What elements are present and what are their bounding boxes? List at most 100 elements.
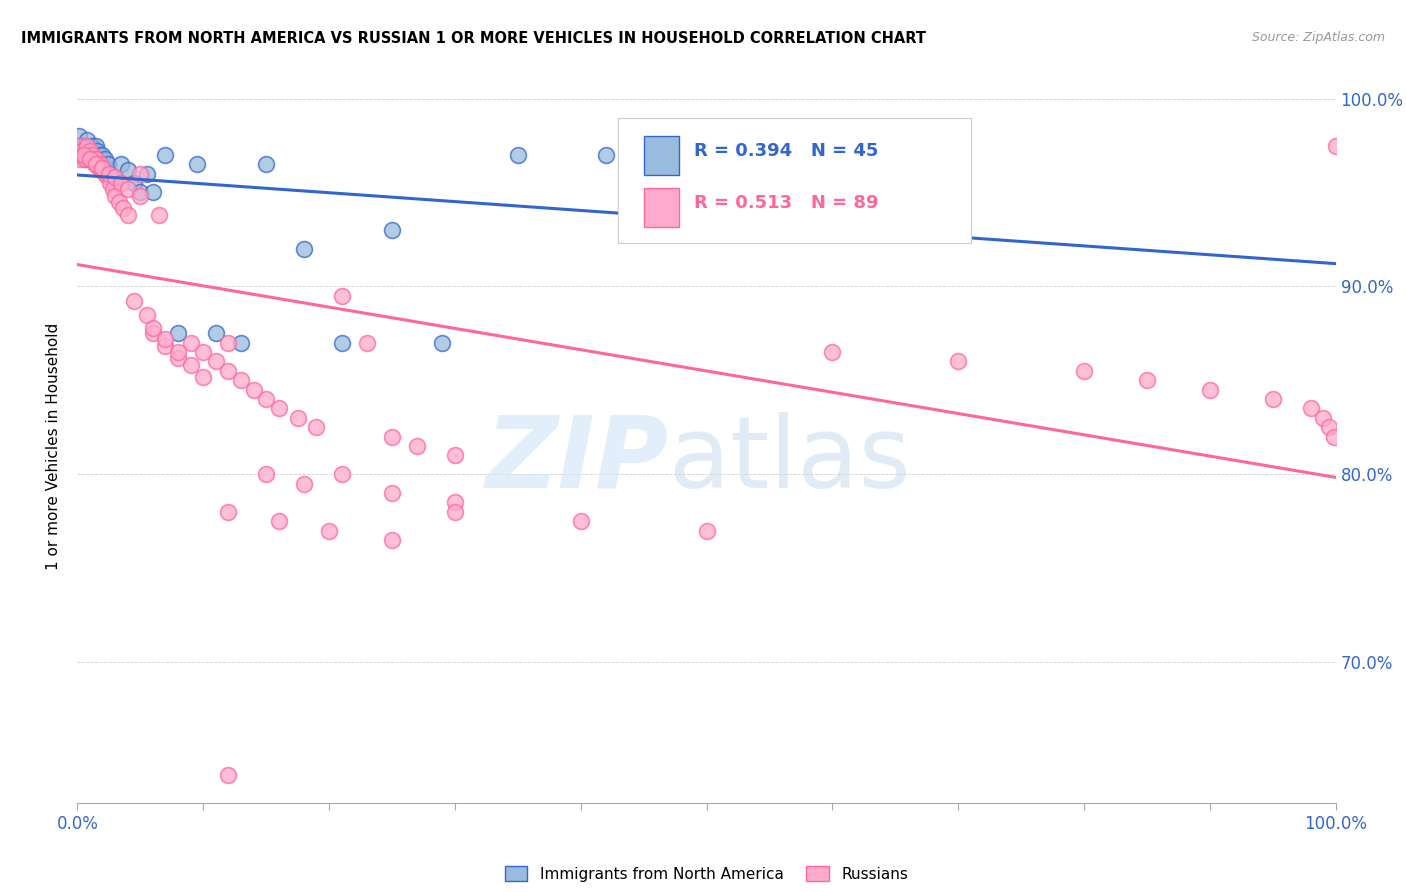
Text: IMMIGRANTS FROM NORTH AMERICA VS RUSSIAN 1 OR MORE VEHICLES IN HOUSEHOLD CORRELA: IMMIGRANTS FROM NORTH AMERICA VS RUSSIAN… <box>21 31 927 46</box>
Text: R = 0.513   N = 89: R = 0.513 N = 89 <box>695 194 879 212</box>
Point <box>129 186 152 200</box>
Point <box>110 176 132 190</box>
Point <box>104 176 127 190</box>
Point <box>98 176 121 190</box>
Point <box>217 505 239 519</box>
Point <box>98 167 121 181</box>
Point <box>821 345 844 359</box>
Point <box>108 194 131 209</box>
Point <box>111 201 134 215</box>
Text: Source: ZipAtlas.com: Source: ZipAtlas.com <box>1251 31 1385 45</box>
Point <box>292 242 315 256</box>
Point <box>104 170 127 185</box>
Point <box>135 167 157 181</box>
Point <box>142 186 165 200</box>
Point <box>84 157 107 171</box>
FancyBboxPatch shape <box>644 187 679 227</box>
Point <box>180 358 202 372</box>
Point <box>432 335 454 350</box>
Point <box>82 148 104 162</box>
Point <box>305 420 328 434</box>
Point <box>356 335 378 350</box>
Point <box>167 345 190 359</box>
Point <box>101 170 124 185</box>
Point <box>217 335 239 350</box>
Point <box>229 335 252 350</box>
Point <box>180 335 202 350</box>
Point <box>191 345 215 359</box>
Point <box>91 148 114 162</box>
Point <box>242 383 264 397</box>
Point <box>254 467 277 482</box>
Point <box>148 208 170 222</box>
Point <box>117 163 139 178</box>
Point <box>82 138 104 153</box>
Y-axis label: 1 or more Vehicles in Household: 1 or more Vehicles in Household <box>46 322 62 570</box>
Point <box>70 148 93 162</box>
Point <box>381 429 404 443</box>
Point <box>217 767 239 781</box>
Point <box>254 392 277 406</box>
Point <box>110 157 132 171</box>
Point <box>72 148 94 162</box>
Point <box>142 320 165 334</box>
Point <box>76 133 98 147</box>
Point <box>67 129 90 144</box>
Point <box>91 161 114 175</box>
FancyBboxPatch shape <box>644 136 679 175</box>
Point <box>444 495 467 509</box>
Point <box>76 138 98 153</box>
Point <box>381 533 404 547</box>
Point <box>77 148 100 162</box>
Point <box>87 148 110 162</box>
Point <box>1323 429 1346 443</box>
Point <box>94 152 117 166</box>
Text: ZIP: ZIP <box>485 412 669 508</box>
Point <box>96 157 118 171</box>
Point <box>104 189 127 203</box>
Point <box>75 144 97 158</box>
Point <box>229 373 252 387</box>
Text: atlas: atlas <box>669 412 911 508</box>
Legend: Immigrants from North America, Russians: Immigrants from North America, Russians <box>499 860 914 888</box>
Point <box>330 467 353 482</box>
Point <box>72 148 94 162</box>
Point <box>79 144 101 158</box>
Point <box>94 167 117 181</box>
Point <box>69 138 91 153</box>
Point <box>1312 410 1334 425</box>
Point <box>73 152 96 166</box>
Point <box>73 152 96 166</box>
Point <box>135 308 157 322</box>
Point <box>444 505 467 519</box>
Point <box>90 163 112 178</box>
Point <box>155 339 177 353</box>
Point <box>267 401 290 416</box>
Point <box>745 176 768 190</box>
Point <box>89 152 111 166</box>
Point <box>506 148 529 162</box>
Point <box>80 152 103 166</box>
Point <box>89 157 111 171</box>
Point <box>97 167 120 181</box>
Point <box>595 148 617 162</box>
Point <box>444 449 467 463</box>
Point <box>101 182 124 196</box>
Point <box>96 170 118 185</box>
Point <box>167 326 190 341</box>
Point <box>122 294 145 309</box>
Point <box>77 148 100 162</box>
Point <box>948 138 970 153</box>
Point <box>117 182 139 196</box>
Point <box>1136 373 1159 387</box>
Point <box>318 524 340 538</box>
Point <box>79 140 101 154</box>
Point <box>122 176 145 190</box>
Point <box>117 208 139 222</box>
Point <box>83 142 105 156</box>
Point <box>1299 401 1322 416</box>
Point <box>155 332 177 346</box>
Point <box>84 138 107 153</box>
Point <box>79 152 101 166</box>
Point <box>287 410 309 425</box>
